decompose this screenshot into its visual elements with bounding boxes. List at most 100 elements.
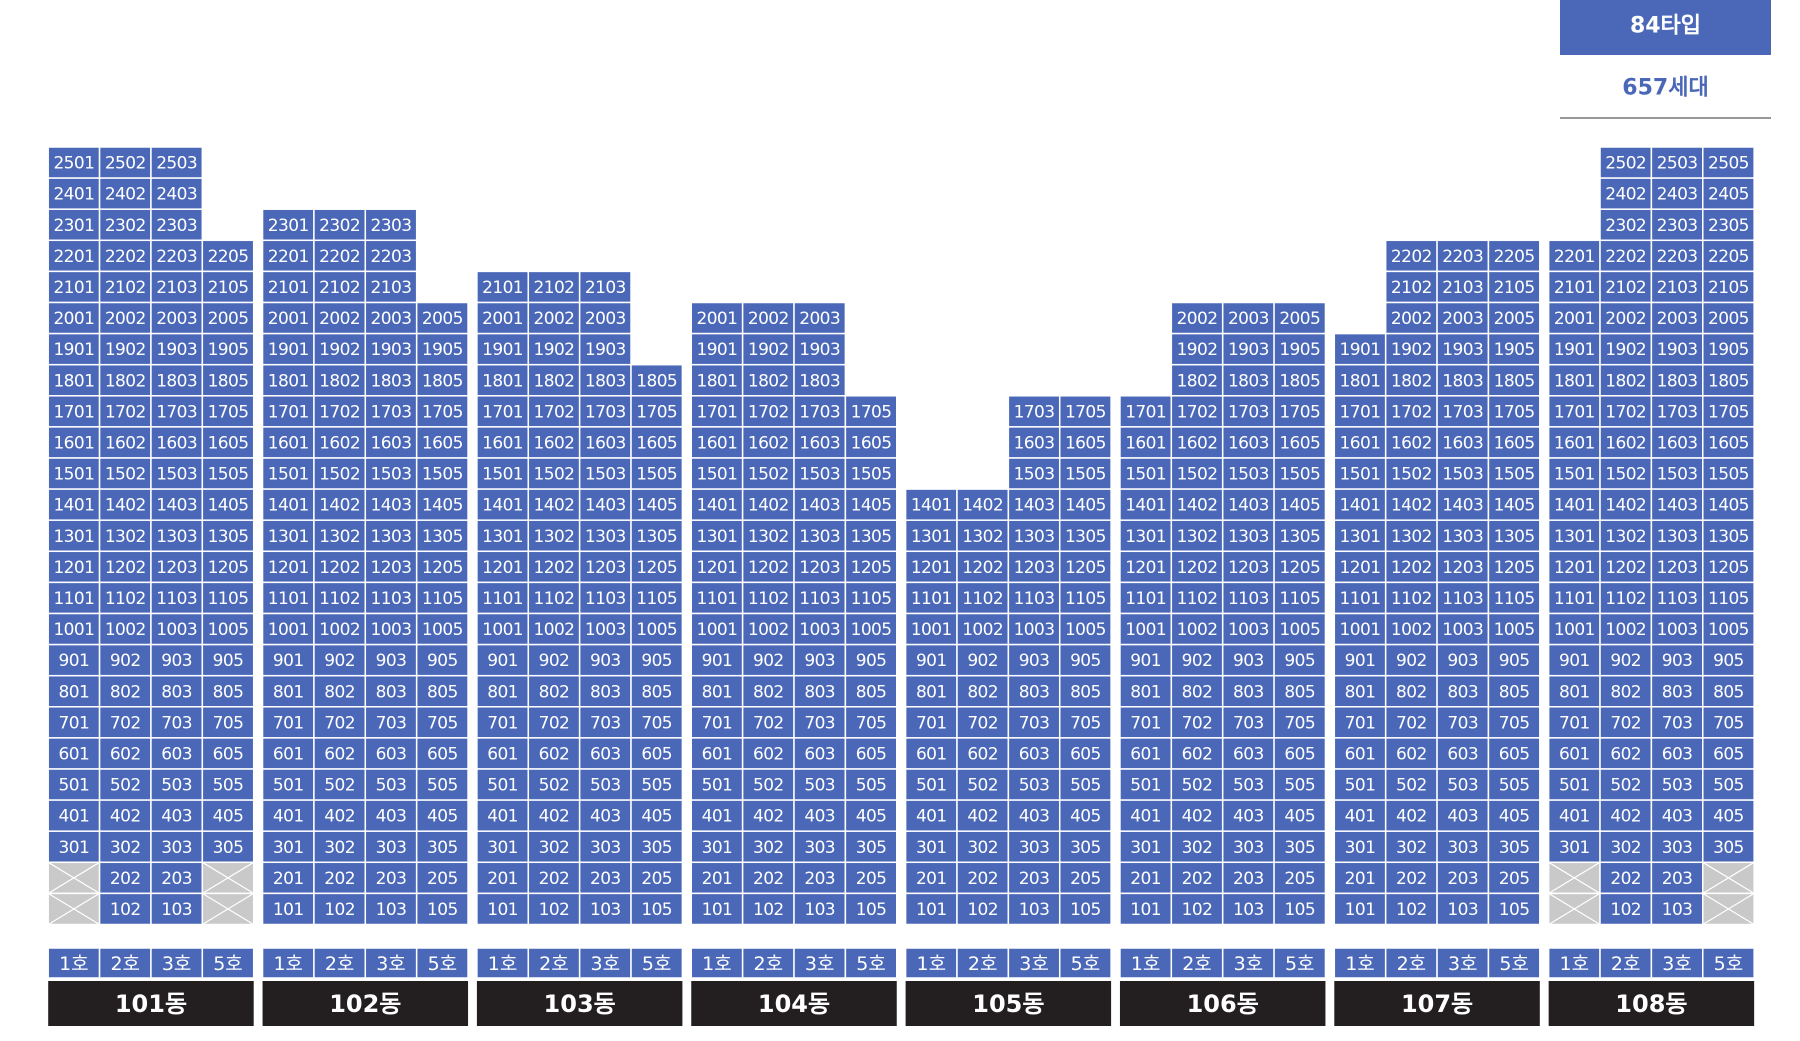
- unit-number: 905: [213, 651, 244, 671]
- unit-number: 1405: [1279, 496, 1320, 516]
- unit-number: 203: [376, 869, 407, 889]
- unit-number: 703: [1662, 713, 1693, 733]
- unit-number: 103: [1662, 900, 1693, 920]
- unit-number: 2003: [371, 309, 412, 329]
- unit-number: 901: [916, 651, 947, 671]
- unit-number: 1005: [1708, 620, 1749, 640]
- line-cell: [313, 947, 367, 979]
- unit-cell: [630, 799, 684, 832]
- unit-number: 501: [1130, 776, 1161, 796]
- unit-number: 202: [110, 869, 141, 889]
- unit-cell: [1119, 892, 1173, 926]
- unit-number: 2202: [105, 247, 146, 267]
- unit-number: 2003: [1228, 309, 1269, 329]
- unit-number: 1902: [1391, 340, 1432, 360]
- unit-number: 1802: [105, 371, 146, 391]
- unit-number: 105: [641, 900, 672, 920]
- unit-cell: [415, 332, 469, 366]
- unit-cell: [1487, 830, 1541, 864]
- unit-number: 1901: [482, 340, 523, 360]
- unit-number: 1902: [105, 340, 146, 360]
- unit-number: 1103: [1228, 589, 1269, 609]
- unit-cell: [527, 363, 581, 397]
- unit-number: 1403: [1014, 496, 1055, 516]
- unit-cell: [630, 706, 684, 739]
- unit-number: 405: [1499, 807, 1530, 827]
- unit-number: 402: [1396, 807, 1427, 827]
- unit-number: 2003: [799, 309, 840, 329]
- unit-number: 203: [161, 869, 192, 889]
- unit-number: 1205: [636, 558, 677, 578]
- unit-number: 1302: [962, 527, 1003, 547]
- unit-number: 701: [1345, 713, 1376, 733]
- unit-number: 602: [539, 744, 570, 764]
- line-cell: [201, 947, 255, 979]
- unit-number: 502: [1182, 776, 1213, 796]
- unit-number: 802: [1396, 682, 1427, 702]
- line-cell: [1170, 947, 1224, 979]
- unit-cell: [1384, 270, 1438, 304]
- unit-cell: [1702, 488, 1755, 521]
- unit-number: 1501: [53, 465, 94, 485]
- unit-number: 803: [161, 682, 192, 702]
- unit-number: 1203: [585, 558, 626, 578]
- unit-number: 102: [539, 900, 570, 920]
- unit-cell: [690, 426, 744, 459]
- unit-cell: [1599, 395, 1653, 428]
- unit-number: 105: [1284, 900, 1315, 920]
- line-cell: [630, 947, 684, 979]
- unit-cell: [1436, 332, 1490, 366]
- unit-cell: [1221, 519, 1275, 553]
- unit-number: 705: [1284, 713, 1315, 733]
- unit-number: 2202: [1605, 247, 1646, 267]
- unit-number: 405: [856, 807, 887, 827]
- unit-number: 1905: [1494, 340, 1535, 360]
- unit-number: 2102: [1391, 278, 1432, 298]
- unit-cell: [1436, 550, 1490, 584]
- unit-number: 603: [1447, 744, 1478, 764]
- unit-number: 601: [59, 744, 90, 764]
- unit-cell: [741, 581, 795, 615]
- unit-number: 1001: [911, 620, 952, 640]
- unit-number: 405: [1284, 807, 1315, 827]
- unit-number: 2503: [1657, 154, 1698, 174]
- unit-number: 1205: [208, 558, 249, 578]
- unit-number: 502: [967, 776, 998, 796]
- unit-number: 305: [213, 838, 244, 858]
- line-cell: [1650, 947, 1704, 979]
- unit-number: 901: [487, 651, 518, 671]
- unit-number: 1203: [799, 558, 840, 578]
- unit-cell: [415, 363, 469, 397]
- unit-number: 1001: [697, 620, 738, 640]
- unit-number: 403: [1233, 807, 1264, 827]
- unit-number: 403: [1662, 807, 1693, 827]
- unit-cell: [1487, 861, 1541, 895]
- unit-cell: [1702, 612, 1755, 646]
- unit-number: 802: [324, 682, 355, 702]
- unit-cell: [793, 332, 847, 366]
- unit-cell: [904, 612, 958, 646]
- unit-cell: [47, 612, 101, 646]
- unit-number: 1902: [1605, 340, 1646, 360]
- unit-cell: [1007, 737, 1061, 770]
- unit-cell: [1007, 426, 1061, 459]
- unit-number: 1003: [1657, 620, 1698, 640]
- unit-cell: [1436, 643, 1490, 677]
- unit-number: 2005: [422, 309, 463, 329]
- unit-number: 403: [376, 807, 407, 827]
- unit-number: 1501: [697, 465, 738, 485]
- unit-cell: [1007, 674, 1061, 708]
- unit-cell: [1547, 332, 1601, 366]
- unit-cell: [1487, 706, 1541, 739]
- unit-cell: [1007, 643, 1061, 677]
- unit-cell: [690, 612, 744, 646]
- unit-cell: [415, 612, 469, 646]
- unit-number: 603: [804, 744, 835, 764]
- unit-cell: [98, 301, 152, 335]
- unit-cell: [1599, 737, 1653, 770]
- unit-number: 2201: [268, 247, 309, 267]
- unit-cell: [630, 426, 684, 459]
- unit-number: 1803: [1442, 371, 1483, 391]
- unit-number: 1302: [1391, 527, 1432, 547]
- unit-number: 1802: [1391, 371, 1432, 391]
